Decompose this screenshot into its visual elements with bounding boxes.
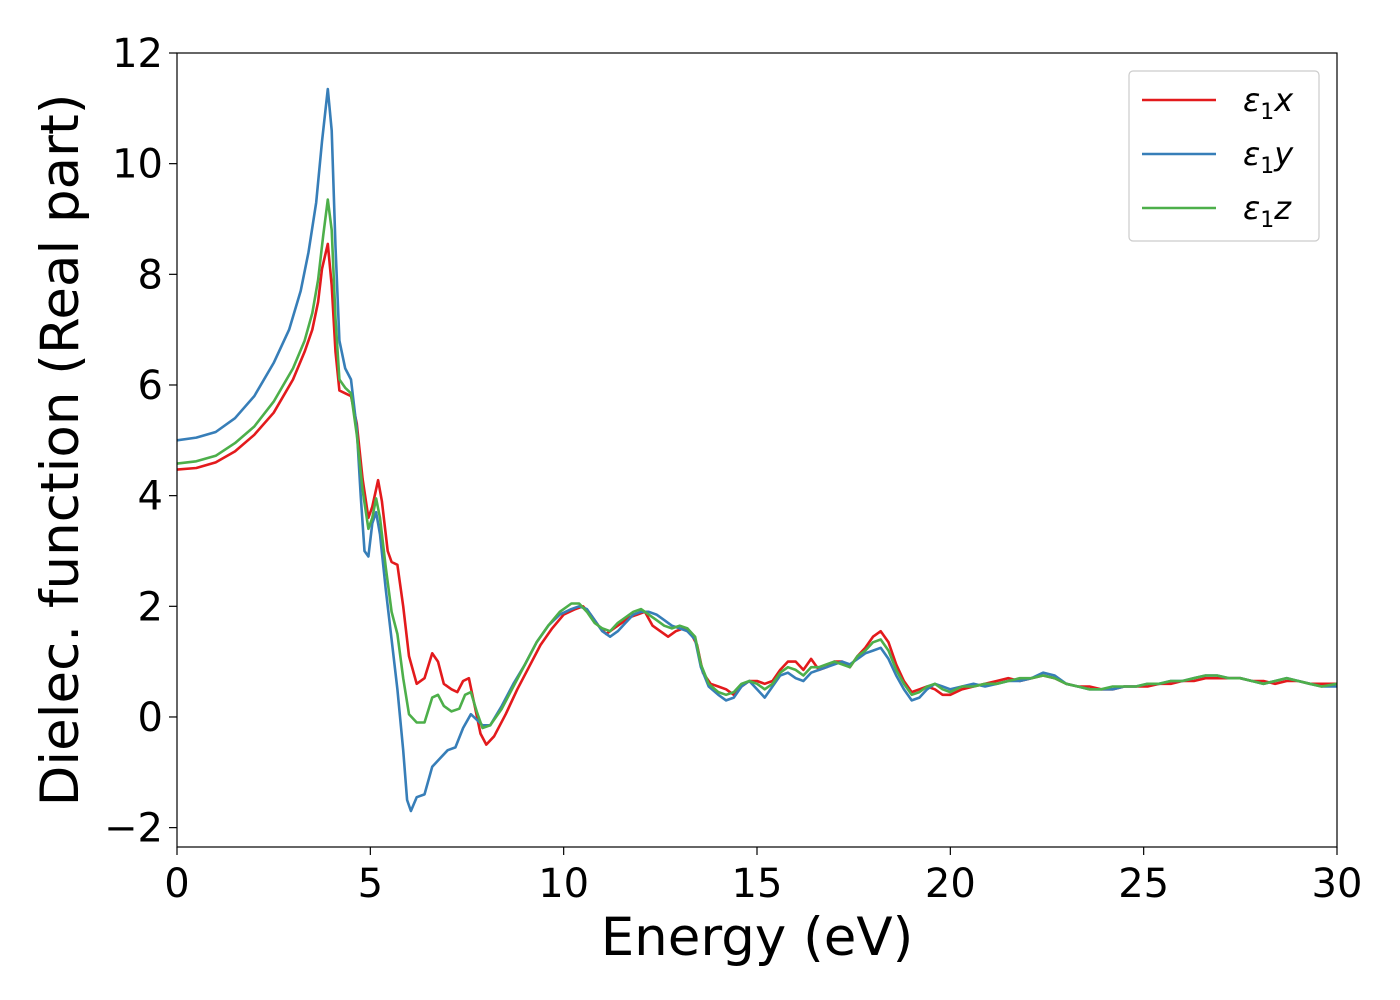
plot-area [177,87,1337,813]
y-tick-label: 12 [112,31,163,77]
y-tick-label: 4 [138,474,163,520]
x-tick-label: 10 [538,861,589,907]
y-tick-label: 10 [112,142,163,188]
y-axis-label: Dielec. function (Real part) [30,94,91,807]
x-tick-label: 0 [164,861,189,907]
x-tick-label: 30 [1312,861,1363,907]
legend-label-z: ε1z [1243,189,1292,233]
x-tick-label: 15 [732,861,783,907]
y-tick-label: 0 [138,695,163,741]
legend-box [1128,70,1320,242]
y-tick-label: 2 [138,584,163,630]
series-line-z [177,198,1337,730]
y-tick-label: 8 [138,252,163,298]
x-axis-ticks: 0 5 10 15 20 25 30 [164,847,1362,907]
y-tick-label: −2 [104,806,163,852]
y-axis-ticks: −2 0 2 4 6 8 10 12 [104,31,177,852]
y-tick-label: 6 [138,363,163,409]
legend: ε1x ε1y ε1z [1128,70,1320,242]
legend-label-y: ε1y [1243,135,1294,179]
x-tick-label: 25 [1118,861,1169,907]
x-tick-label: 5 [358,861,383,907]
x-tick-label: 20 [925,861,976,907]
legend-label-x: ε1x [1243,81,1294,125]
x-axis-label: Energy (eV) [601,907,914,968]
